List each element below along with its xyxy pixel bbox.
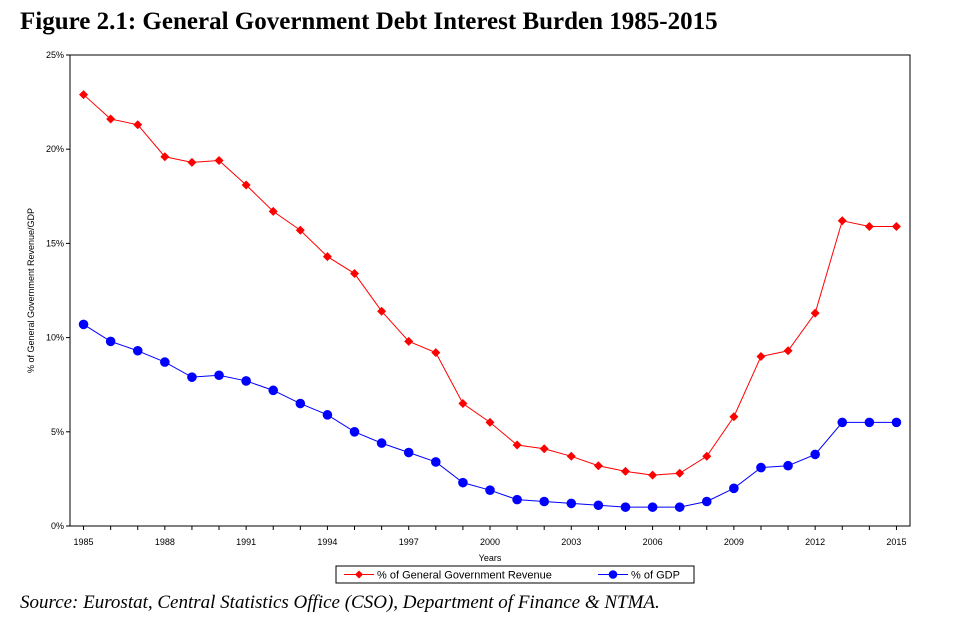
x-tick-label: 2012 <box>805 537 825 547</box>
series-layer <box>78 90 902 512</box>
data-point-revenue <box>837 216 847 226</box>
data-point-gdp <box>241 376 251 386</box>
data-point-revenue <box>702 451 712 461</box>
data-point-gdp <box>132 345 143 356</box>
data-point-revenue <box>431 348 441 358</box>
data-point-gdp <box>566 498 577 509</box>
data-point-revenue <box>512 440 522 450</box>
data-point-revenue <box>377 306 387 316</box>
data-point-gdp <box>783 460 793 471</box>
data-point-gdp <box>701 496 712 507</box>
data-point-gdp <box>729 483 739 494</box>
data-point-gdp <box>810 449 820 460</box>
legend-box <box>335 565 695 584</box>
data-point-revenue <box>566 451 576 461</box>
x-tick-label: 1997 <box>399 537 419 547</box>
y-axis-label: % of General Government Revenue/GDP <box>26 208 36 373</box>
data-point-revenue <box>458 399 468 409</box>
data-point-revenue <box>214 156 224 166</box>
data-point-gdp <box>322 410 333 420</box>
data-point-gdp <box>674 502 685 512</box>
data-point-gdp <box>349 427 360 437</box>
data-point-revenue <box>593 461 603 471</box>
data-point-revenue <box>322 252 332 262</box>
x-axis-label: Years <box>479 553 502 563</box>
y-tick-label: 20% <box>46 144 64 154</box>
source-note: Source: Eurostat, Central Statistics Off… <box>20 592 660 613</box>
x-tick-label: 2009 <box>724 537 744 547</box>
data-point-gdp <box>837 417 848 428</box>
data-point-revenue <box>79 90 89 100</box>
figure-title: Figure 2.1: General Government Debt Inte… <box>20 8 718 35</box>
data-point-revenue <box>187 157 197 167</box>
data-point-revenue <box>810 308 820 318</box>
data-point-revenue <box>729 412 739 422</box>
y-tick-label: 25% <box>46 50 64 60</box>
data-point-gdp <box>539 496 549 507</box>
data-point-gdp <box>376 438 387 448</box>
data-point-gdp <box>485 485 495 496</box>
data-point-revenue <box>350 269 360 279</box>
data-point-revenue <box>891 221 901 231</box>
data-point-gdp <box>891 417 902 428</box>
data-point-gdp <box>214 370 224 381</box>
data-point-gdp <box>620 502 631 512</box>
data-point-revenue <box>675 468 685 478</box>
x-tick-label: 2000 <box>480 537 500 547</box>
x-tick-label: 1988 <box>155 537 175 547</box>
x-tick-label: 2015 <box>886 537 906 547</box>
data-point-revenue <box>133 120 143 130</box>
legend-label-revenue: % of General Government Revenue <box>377 570 552 582</box>
data-point-revenue <box>241 180 251 190</box>
legend: % of General Government Revenue % of GDP <box>335 565 695 584</box>
data-point-gdp <box>756 462 766 473</box>
x-tick-label: 2003 <box>561 537 581 547</box>
y-tick-label: 0% <box>51 521 64 531</box>
data-point-revenue <box>268 206 278 216</box>
data-point-gdp <box>512 494 522 505</box>
data-point-gdp <box>187 372 197 382</box>
legend-label-gdp: % of GDP <box>631 570 680 582</box>
data-point-revenue <box>160 152 170 162</box>
data-point-gdp <box>864 417 875 428</box>
data-point-gdp <box>105 336 116 347</box>
data-point-revenue <box>648 470 658 480</box>
y-tick-label: 5% <box>51 427 64 437</box>
data-point-revenue <box>783 346 793 356</box>
data-point-gdp <box>458 477 468 488</box>
data-point-gdp <box>160 357 170 367</box>
y-axis: 0% 5% 10% 15% 20% 25% <box>46 50 70 531</box>
data-point-revenue <box>620 466 630 476</box>
data-point-gdp <box>647 502 658 512</box>
x-tick-label: 1994 <box>317 537 337 547</box>
y-tick-label: 10% <box>46 333 64 343</box>
plot-area <box>69 54 911 527</box>
data-point-revenue <box>404 336 414 346</box>
legend-marker-revenue <box>355 570 363 579</box>
x-tick-label: 2006 <box>643 537 663 547</box>
data-point-revenue <box>539 444 549 454</box>
x-tick-label: 1991 <box>236 537 256 547</box>
data-point-revenue <box>485 417 495 427</box>
data-point-revenue <box>106 114 116 124</box>
x-tick-label: 1985 <box>74 537 94 547</box>
data-point-revenue <box>295 225 305 235</box>
data-point-revenue <box>864 221 874 231</box>
y-tick-label: 15% <box>46 238 64 248</box>
legend-marker-gdp <box>608 570 618 579</box>
data-point-gdp <box>593 500 604 511</box>
data-point-gdp <box>295 398 306 409</box>
data-point-revenue <box>756 351 766 361</box>
data-point-gdp <box>431 457 441 467</box>
data-point-gdp <box>78 319 89 330</box>
data-point-gdp <box>268 385 279 396</box>
data-point-gdp <box>403 447 414 458</box>
x-axis: 1985 1988 1991 1994 1997 2000 2003 2006 2009 2012… <box>74 526 906 547</box>
